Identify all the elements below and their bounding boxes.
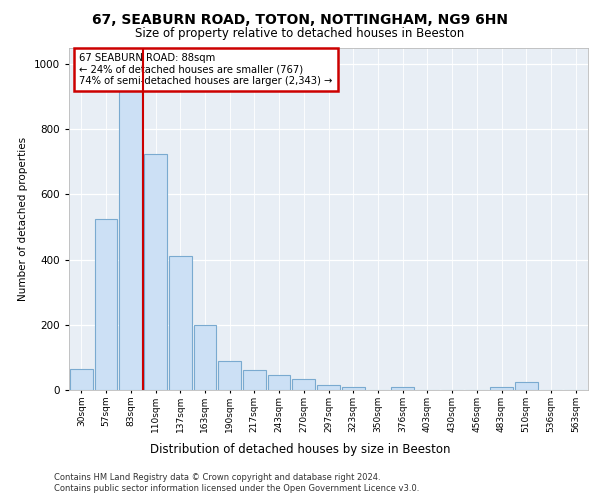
Bar [169, 256, 191, 390]
Text: Contains public sector information licensed under the Open Government Licence v3: Contains public sector information licen… [54, 484, 419, 493]
Bar [342, 386, 365, 390]
Bar [144, 154, 167, 390]
Text: Contains HM Land Registry data © Crown copyright and database right 2024.: Contains HM Land Registry data © Crown c… [54, 472, 380, 482]
Bar [70, 369, 93, 390]
Bar [292, 378, 315, 390]
Bar [194, 325, 216, 390]
Bar [317, 385, 340, 390]
Bar [490, 386, 513, 390]
Bar [119, 64, 142, 390]
Bar [95, 219, 118, 390]
Bar [391, 386, 414, 390]
Bar [515, 382, 538, 390]
Text: Size of property relative to detached houses in Beeston: Size of property relative to detached ho… [136, 28, 464, 40]
Bar [243, 370, 266, 390]
Text: Distribution of detached houses by size in Beeston: Distribution of detached houses by size … [150, 442, 450, 456]
Bar [218, 360, 241, 390]
Text: 67, SEABURN ROAD, TOTON, NOTTINGHAM, NG9 6HN: 67, SEABURN ROAD, TOTON, NOTTINGHAM, NG9… [92, 12, 508, 26]
Bar [268, 376, 290, 390]
Y-axis label: Number of detached properties: Number of detached properties [18, 136, 28, 301]
Text: 67 SEABURN ROAD: 88sqm
← 24% of detached houses are smaller (767)
74% of semi-de: 67 SEABURN ROAD: 88sqm ← 24% of detached… [79, 52, 333, 86]
